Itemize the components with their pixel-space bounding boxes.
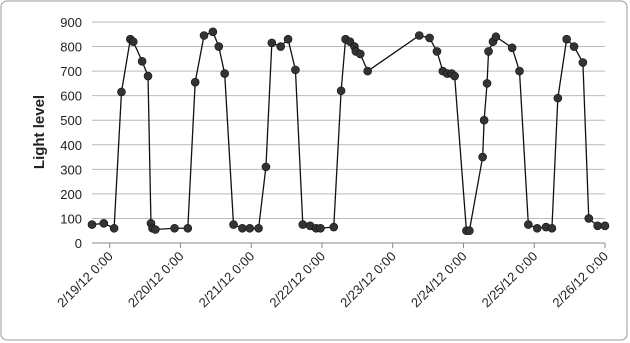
data-point — [524, 220, 533, 229]
y-tick-label: 100 — [60, 211, 82, 226]
data-point — [584, 214, 594, 223]
data-point — [482, 79, 492, 88]
data-point — [199, 31, 209, 40]
data-point — [117, 87, 126, 97]
y-tick-label: 500 — [60, 113, 82, 128]
data-point — [214, 42, 224, 51]
data-point — [450, 71, 459, 81]
data-point — [276, 42, 285, 51]
data-point — [336, 86, 346, 96]
data-point — [298, 220, 308, 229]
data-point — [143, 71, 153, 81]
data-point — [507, 43, 517, 53]
data-point — [329, 222, 339, 232]
data-point — [553, 93, 563, 103]
y-tick-label: 600 — [60, 89, 82, 104]
data-point — [245, 223, 255, 233]
y-tick-label: 700 — [60, 64, 82, 79]
data-point — [137, 56, 147, 66]
data-point — [562, 34, 571, 44]
data-point — [283, 34, 293, 44]
data-point — [484, 47, 493, 56]
data-point — [432, 47, 442, 56]
data-point — [569, 42, 579, 51]
data-point — [208, 27, 218, 37]
data-point — [478, 152, 487, 162]
data-point — [190, 77, 200, 87]
data-point — [128, 37, 138, 46]
y-tick-label: 900 — [60, 15, 82, 30]
data-point — [261, 162, 271, 172]
data-point — [99, 219, 109, 228]
data-point — [355, 49, 365, 59]
data-point — [238, 223, 247, 233]
data-point — [183, 223, 193, 233]
data-point — [254, 223, 263, 233]
y-axis-label: Light level — [31, 95, 48, 169]
y-tick-label: 0 — [75, 236, 82, 251]
data-point — [425, 33, 434, 43]
data-point — [491, 32, 501, 42]
data-point — [109, 223, 119, 233]
data-point — [220, 69, 229, 78]
data-point — [515, 66, 524, 76]
data-point — [316, 223, 325, 233]
data-point — [600, 221, 610, 231]
data-point — [87, 220, 97, 229]
data-point — [593, 221, 602, 231]
y-tick-label: 800 — [60, 40, 82, 55]
data-point — [578, 58, 588, 67]
data-point — [532, 223, 542, 233]
data-point — [465, 226, 474, 236]
y-tick-label: 200 — [60, 187, 82, 202]
data-point — [547, 223, 557, 233]
data-point — [479, 115, 489, 125]
data-point — [291, 65, 300, 75]
data-point — [229, 220, 238, 229]
data-point — [414, 31, 424, 40]
data-point — [363, 66, 372, 76]
data-point — [151, 225, 160, 234]
data-point — [267, 38, 277, 48]
y-tick-label: 400 — [60, 138, 82, 153]
data-point — [170, 223, 179, 233]
y-tick-label: 300 — [60, 162, 82, 177]
